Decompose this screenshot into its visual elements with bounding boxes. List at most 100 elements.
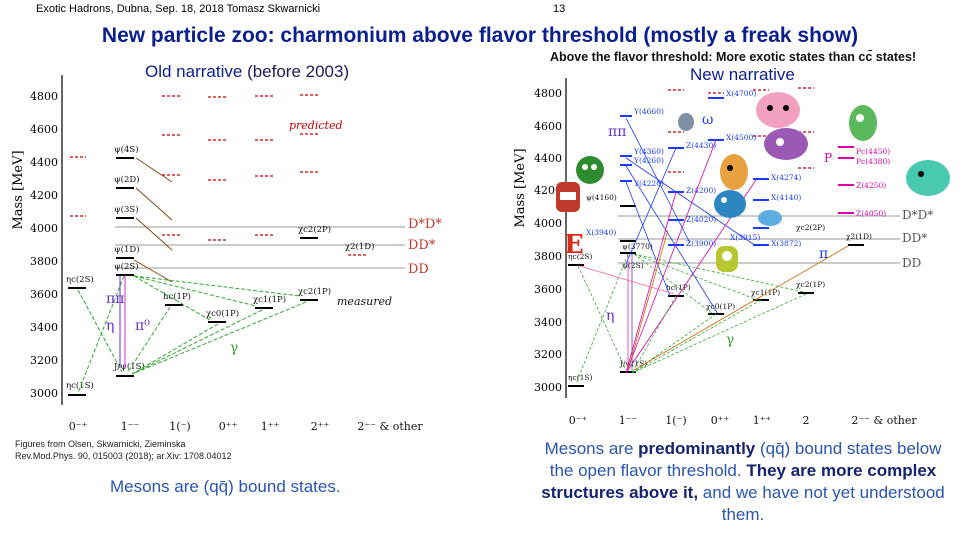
new-state-pc4380: Pc(4380)	[856, 157, 890, 166]
new-state-jpsi: J/ψ(1S)	[619, 359, 647, 368]
new-diagram-svg: Mass [MeV] 4800 4600 4400 4200 4000 3800…	[513, 78, 950, 427]
old-tick-4400: 4400	[30, 156, 58, 169]
new-state-z4050: Z(4050)	[856, 209, 886, 218]
old-thresholds	[115, 226, 405, 269]
new-state-x4140: X(4140)	[771, 193, 801, 202]
citation: Figures from Olsen, Skwarnicki, Zieminsk…	[15, 438, 231, 462]
monster-yellow-one-eye-icon	[716, 246, 738, 272]
monster-teal-icon	[906, 160, 950, 196]
new-tick-3600: 3600	[534, 283, 562, 296]
new-state-chic0: χc0(1P)	[706, 302, 735, 311]
new-transition-lines	[575, 117, 849, 385]
old-state-chic0: χc0(1P)	[206, 308, 239, 319]
new-x-label-1: 1⁻⁻	[619, 414, 638, 427]
new-state-chic2: χc2(1P)	[796, 280, 825, 289]
old-narrative-heading-sub: (before 2003)	[247, 62, 350, 81]
old-state-chic2: χc2(1P)	[298, 286, 331, 297]
old-narrative-diagram: Mass [MeV] 4800 4600 4400 4200 4000 3800…	[0, 60, 470, 440]
new-state-z4200: Z(4200)	[686, 186, 716, 195]
new-caption-part-1: Mesons are	[544, 439, 639, 458]
old-diagram-svg: Mass [MeV] 4800 4600 4400 4200 4000 3800…	[11, 75, 442, 433]
new-tick-3200: 3200	[534, 348, 562, 361]
new-caption-part-5: and we have not yet understood them.	[698, 483, 945, 524]
new-state-etac2s: ηc(2S)	[568, 252, 593, 261]
old-transition-labels: ππ η π⁰ γ	[106, 291, 238, 356]
old-label-gamma: γ	[230, 340, 238, 356]
old-state-psi-2d: ψ(2D)	[114, 174, 140, 185]
monster-green-antenna-icon	[849, 105, 877, 141]
new-label-pi: π	[819, 246, 828, 262]
old-state-etac-1s: ηc(1S)	[66, 380, 94, 391]
new-x-label-3: 0⁺⁺	[711, 414, 730, 427]
old-measured-levels	[68, 157, 318, 396]
new-y-ticks: 4800 4600 4400 4200 4000 3800 3600 3400 …	[534, 87, 562, 394]
old-x-label-2: 1(⁻)	[169, 420, 190, 433]
old-threshold-d-d: DD	[408, 262, 429, 277]
citation-line-2: Rev.Mod.Phys. 90, 015003 (2018); ar.Xiv:…	[15, 451, 232, 461]
old-y-axis-label: Mass [MeV]	[11, 150, 26, 229]
new-tick-4600: 4600	[534, 120, 562, 133]
monster-blue-dragon-icon	[714, 190, 746, 218]
new-state-chic2-2p: χc2(2P)	[796, 223, 825, 232]
new-pentaquark-levels	[838, 146, 854, 214]
new-state-x4500: X(4500)	[726, 133, 756, 142]
old-threshold-labels: D*D* DD* DD	[408, 217, 442, 277]
old-tick-3400: 3400	[30, 321, 58, 334]
old-tick-4800: 4800	[30, 90, 58, 103]
monster-bird-icon	[678, 113, 694, 131]
new-tick-3000: 3000	[534, 381, 562, 394]
old-tick-3200: 3200	[30, 354, 58, 367]
old-state-psi-3s: ψ(3S)	[114, 204, 139, 215]
old-x-label-6: 2⁻⁻ & other	[357, 420, 423, 433]
new-state-z4430: Z(4430)	[686, 141, 716, 150]
new-caption: Mesons are predominantly (qq̄) bound sta…	[533, 438, 953, 526]
monster-green-spiky-icon	[576, 156, 604, 184]
new-state-y4660: Y(4660)	[633, 107, 664, 116]
new-state-y4360: Y(4360)	[633, 147, 664, 156]
new-x-label-5: 2	[803, 414, 810, 427]
new-panel-subtitle: Above the flavor threshold: More exotic …	[550, 50, 917, 64]
new-state-psi2s: ψ(2S)	[622, 261, 644, 270]
new-tick-4400: 4400	[534, 152, 562, 165]
old-tick-3800: 3800	[30, 255, 58, 268]
new-label-gamma: γ	[726, 332, 734, 348]
new-state-y4220: Y(4220)	[633, 179, 664, 188]
new-state-chi2-1d: χ2(1D)	[846, 232, 872, 241]
citation-line-1: Figures from Olsen, Skwarnicki, Zieminsk…	[15, 439, 186, 449]
new-threshold-dstar-dstar: D*D*	[902, 208, 933, 222]
new-state-psi3770: ψ(3770)	[622, 242, 653, 251]
new-state-psi4160: ψ(4160)	[586, 193, 617, 202]
new-threshold-d-d: DD	[902, 256, 921, 270]
new-x-labels: 0⁻⁺ 1⁻⁻ 1(⁻) 0⁺⁺ 1⁺⁺ 2 2⁻⁻ & other	[569, 414, 918, 427]
new-threshold-labels: D*D* DD* DD	[902, 208, 933, 270]
new-tick-4200: 4200	[534, 184, 562, 197]
new-narrative-heading: New narrative	[690, 65, 795, 84]
new-state-etac1s: ηc(1S)	[568, 373, 593, 382]
old-narrative-heading: Old narrative (before 2003)	[145, 62, 349, 82]
old-label-pipi: ππ	[106, 291, 124, 307]
old-threshold-d-dstar: DD*	[408, 238, 436, 253]
old-label-pi0: π⁰	[135, 318, 150, 334]
new-caption-part-2: predominantly	[638, 439, 756, 458]
old-x-label-0: 0⁻⁺	[69, 420, 88, 433]
new-state-x3915: X(3915)	[730, 233, 760, 242]
monster-orange-bunny-icon	[720, 154, 748, 190]
new-caption-part-4: They are more complex structures above i…	[541, 461, 937, 502]
new-predicted-levels	[668, 87, 814, 173]
old-x-labels: 0⁻⁺ 1⁻⁻ 1(⁻) 0⁺⁺ 1⁺⁺ 2⁺⁺ 2⁻⁻ & other	[69, 420, 424, 433]
new-narrative-diagram: Mass [MeV] 4800 4600 4400 4200 4000 3800…	[508, 68, 960, 430]
old-note-measured: measured	[337, 295, 392, 308]
svg-text:E: E	[564, 230, 584, 260]
old-narrative-heading-main: Old narrative	[145, 62, 243, 81]
old-tick-4000: 4000	[30, 222, 58, 235]
new-tick-4800: 4800	[534, 87, 562, 100]
old-state-hc: hc(1P)	[163, 291, 191, 302]
new-x-label-2: 1(⁻)	[665, 414, 686, 427]
old-state-chic2-2p: χc2(2P)	[298, 224, 331, 235]
old-transition-lines	[77, 157, 307, 394]
monster-pink-blob-icon	[756, 92, 800, 128]
new-measured-levels	[568, 205, 864, 387]
new-state-x3872: X(3872)	[771, 239, 801, 248]
old-tick-3600: 3600	[30, 288, 58, 301]
new-caption-part-3: (qq̄) bound states below the open flavor…	[549, 439, 942, 480]
